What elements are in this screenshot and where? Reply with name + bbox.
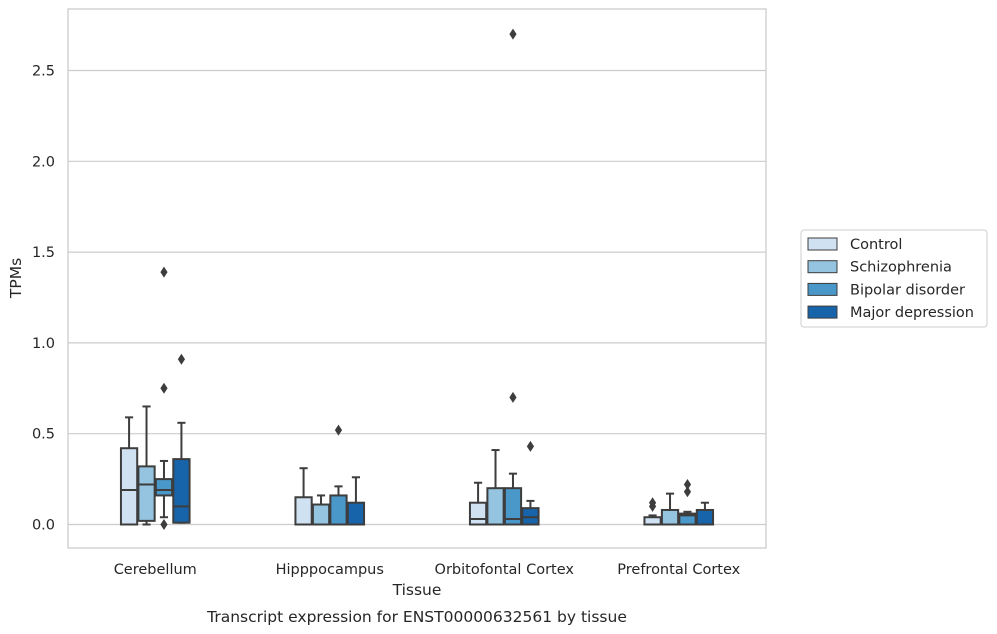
y-tick-label: 1.0 (32, 336, 55, 352)
y-tick-label: 0.5 (32, 427, 55, 443)
box-bipolar-disorder-1 (329, 424, 348, 526)
boxes (119, 28, 715, 530)
box-body (503, 487, 523, 526)
plot-frame (67, 8, 767, 549)
box-major-depression-0 (172, 353, 191, 524)
chart-caption: Transcript expression for ENST0000063256… (206, 608, 627, 626)
box-control-0 (119, 416, 139, 526)
y-tick-label: 0.0 (32, 518, 55, 534)
box-bipolar-disorder-2 (503, 28, 523, 526)
box-body (486, 487, 505, 526)
box-body (154, 478, 174, 497)
x-tick-label: Hipppocampus (276, 562, 384, 578)
outlier-point (160, 519, 168, 530)
box-body (468, 501, 488, 526)
outlier-point (160, 266, 168, 278)
box-control-2 (468, 481, 488, 526)
legend: Control Schizophrenia Bipolar disorder Majo… (800, 229, 988, 328)
x-axis-ticks: Cerebellum Hipppocampus Orbitofontal Corte… (114, 562, 741, 578)
box-body (137, 465, 156, 522)
y-tick-label: 2.0 (32, 154, 55, 170)
legend-swatch (807, 282, 838, 296)
box-bipolar-disorder-0 (154, 266, 174, 530)
x-axis-label: Tissue (392, 581, 442, 599)
legend-frame (800, 229, 988, 328)
box-body (643, 516, 662, 526)
outlier-point (526, 440, 535, 452)
box-bipolar-disorder-3 (678, 479, 697, 526)
y-axis-label: TPMs (7, 258, 25, 299)
legend-swatch (807, 260, 838, 274)
x-tick-label: Cerebellum (114, 562, 197, 578)
box-body (311, 503, 331, 526)
outlier-point (160, 382, 168, 394)
y-tick-label: 1.5 (32, 245, 55, 261)
box-body (678, 512, 697, 526)
legend-swatch (807, 305, 838, 319)
outlier-point (334, 424, 343, 436)
box-body (329, 494, 348, 526)
legend-entry: Control (850, 237, 902, 253)
box-schizophrenia-0 (137, 405, 156, 526)
box-major-depression-2 (521, 440, 540, 526)
legend-swatch (807, 237, 838, 251)
box-body (660, 508, 680, 526)
legend-entry: Bipolar disorder (850, 282, 965, 298)
x-tick-label: Prefrontal Cortex (617, 562, 740, 578)
box-control-1 (294, 467, 313, 526)
gridlines (68, 69, 766, 526)
outlier-point (648, 497, 657, 509)
outlier-point (177, 353, 186, 365)
x-tick-label: Orbitofontal Cortex (435, 562, 575, 578)
legend-entry: Major depression (850, 305, 974, 321)
outlier-point (683, 486, 692, 498)
outlier-point (509, 28, 517, 40)
box-control-3 (643, 497, 662, 526)
y-tick-label: 2.5 (32, 64, 55, 80)
box-schizophrenia-3 (660, 492, 680, 526)
legend-entry: Schizophrenia (850, 260, 952, 276)
box-major-depression-3 (695, 501, 715, 526)
box-body (294, 496, 313, 526)
box-body (695, 508, 715, 526)
box-schizophrenia-2 (486, 449, 505, 526)
outlier-point (509, 391, 517, 403)
y-axis-ticks: 0.0 0.5 1.0 1.5 2.0 2.5 (32, 64, 55, 534)
outlier-point (683, 479, 692, 491)
box-major-depression-1 (346, 476, 366, 526)
box-schizophrenia-1 (311, 494, 331, 526)
box-body (346, 501, 366, 526)
box-body (119, 447, 139, 526)
box-body (172, 458, 191, 524)
